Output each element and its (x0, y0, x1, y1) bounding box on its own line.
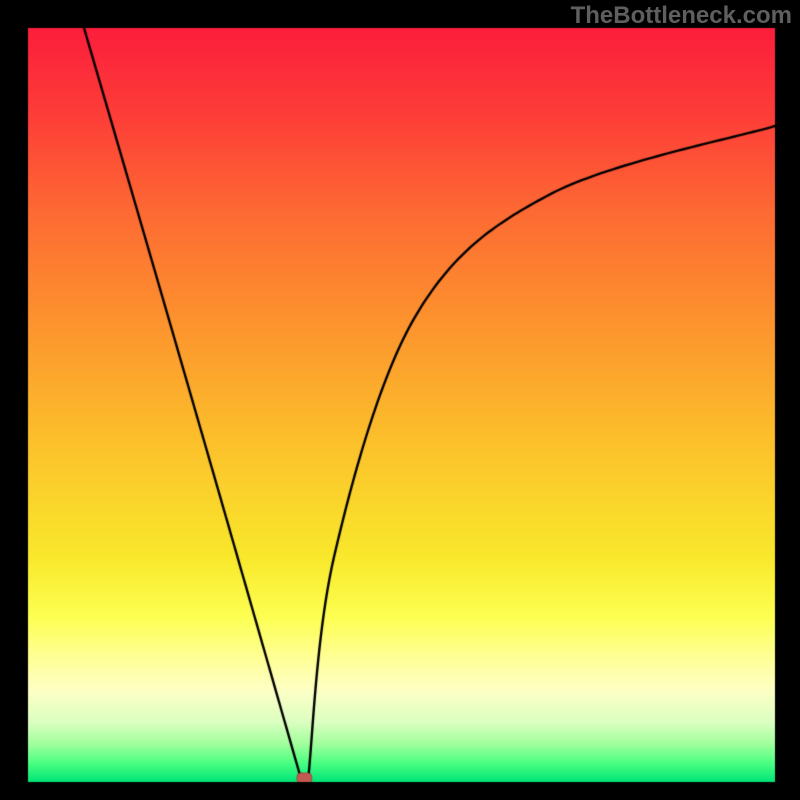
watermark-text: TheBottleneck.com (571, 2, 792, 30)
bottleneck-curve-chart (0, 0, 800, 800)
chart-container: TheBottleneck.com (0, 0, 800, 800)
